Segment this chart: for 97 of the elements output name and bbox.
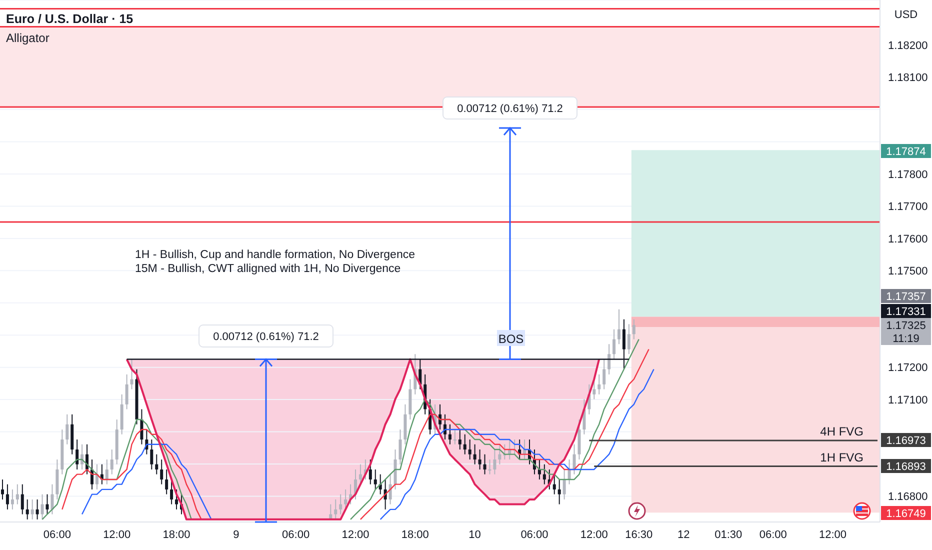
candlestick [483,454,486,475]
x-tick-label: 12:00 [342,528,370,541]
candlestick [598,374,601,395]
candlestick [20,484,24,515]
annotation: BOS [498,332,524,346]
x-tick-label: 12:00 [819,528,847,541]
candlestick [125,374,128,410]
candlestick [498,444,502,465]
y-tick-label: 1.17700 [888,201,928,214]
candlestick [478,449,482,470]
y-tick-label: 1.17200 [888,362,928,374]
text: Euro / U.S. Dollar · 15 [6,12,134,26]
candlestick [562,468,566,500]
annotation: 0.00712 (0.61%) 71.2 [213,331,319,343]
y-tick-label: 1.16800 [888,491,928,504]
candlestick [602,358,606,390]
candlestick [165,468,168,495]
text: 1.16973 [886,435,926,447]
candlestick [572,444,576,475]
candlestick [473,444,476,465]
candlestick [453,429,456,445]
candlestick [632,318,636,340]
candlestick [155,454,158,475]
candlestick [458,429,462,450]
candlestick [160,458,164,485]
candlestick [488,458,492,475]
y-axis-title: USD [894,9,918,21]
candlestick [76,439,79,470]
candlestick [110,449,114,475]
x-tick-label: 06:00 [759,528,787,541]
candlestick [617,308,620,345]
candlestick [398,429,402,465]
candlestick [334,498,338,520]
candlestick [627,324,630,355]
x-tick-label: 06:00 [43,528,71,541]
text: 1.17874 [886,146,926,158]
text: 1.17331 [886,306,926,318]
candlestick [30,498,34,520]
candlestick [608,344,611,375]
candlestick [463,434,466,455]
candlestick [493,449,496,475]
candlestick [46,494,49,515]
candlestick [1,478,4,500]
candlestick [568,458,571,485]
candlestick [542,464,546,485]
text: 11:19 [892,333,920,345]
y-tick-label: 1.18200 [888,40,928,52]
candlestick [36,498,39,520]
y-tick-label: 1.17800 [888,168,928,181]
candlestick [374,468,377,490]
candlestick [612,328,616,360]
series-label: 4H FVG [820,424,864,438]
x-tick-label: 12:00 [103,528,131,541]
candlestick [344,488,348,510]
annotation: 0.00712 (0.61%) 71.2 [457,103,563,115]
candlestick [95,464,98,490]
candlestick [16,484,19,505]
x-tick-label: 16:30 [625,528,653,541]
candlestick [66,414,69,445]
candlestick [50,484,54,515]
candlestick [339,494,342,515]
candlestick [358,464,362,485]
y-tick-label: 1.17500 [888,266,928,278]
x-tick-label: 01:30 [714,528,742,541]
candlestick [10,488,14,510]
candlestick [175,488,178,510]
candlestick [558,478,561,505]
candlestick [150,439,154,470]
x-tick-label: 18:00 [401,528,429,541]
x-tick-label: 18:00 [162,528,190,541]
x-tick-label: 10 [468,528,481,541]
annotation: Alligator [6,31,50,45]
series-label: 1H FVG [820,450,864,464]
x-tick-label: 9 [233,528,240,541]
candlestick [538,458,541,480]
text: 1.16749 [886,508,926,520]
candlestick [130,358,134,390]
y-tick-label: 1.17600 [888,233,928,246]
candlestick [368,458,372,485]
y-tick-label: 1.18100 [888,72,928,84]
candlestick [6,484,9,510]
text: 1.17357 [886,291,926,303]
annotation: 15M - Bullish, CWT alligned with 1H, No Divergence [135,263,401,275]
candlestick [105,458,108,485]
x-tick-label: 06:00 [282,528,310,541]
text: 1.16893 [886,461,926,473]
x-tick-label: 06:00 [520,528,548,541]
x-tick-label: 12 [677,528,690,541]
y-tick-label: 1.17100 [888,394,928,406]
annotation: 1H - Bullish, Cup and handle formation, No Divergence [135,249,415,261]
candlestick [552,474,556,495]
candlestick [448,424,452,445]
candlestick [468,439,472,460]
candlestick [26,498,29,520]
text: 1.17325 [886,320,926,332]
candlestick [40,494,44,520]
x-tick-label: 12:00 [580,528,608,541]
